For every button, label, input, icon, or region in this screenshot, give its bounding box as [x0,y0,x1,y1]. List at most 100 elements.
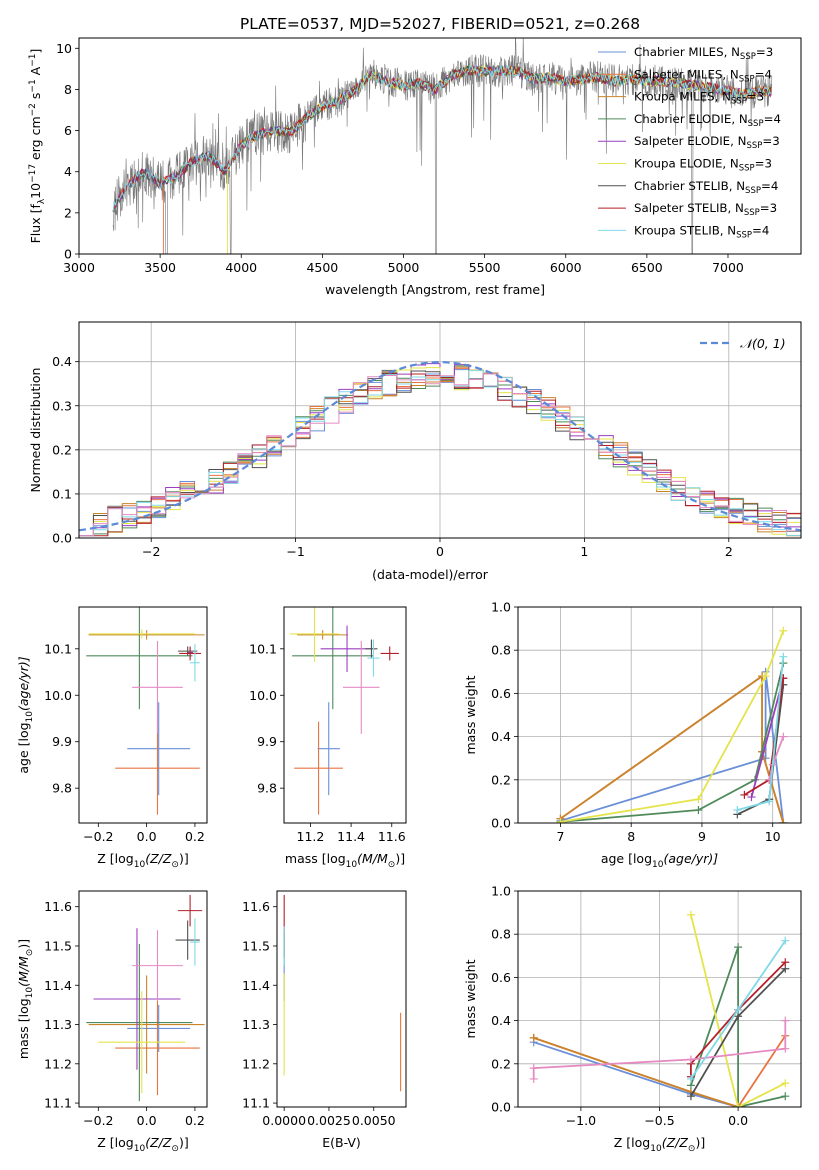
x-tick-label: 3500 [144,260,176,275]
legend-entry: Chabrier ELODIE, NSSP=4 [634,112,781,129]
x-tick-label: 5500 [469,260,501,275]
errorbar-point-7 [179,646,201,661]
y-tick-label: 2 [64,205,72,220]
spectrum-axes: 3000 3500 4000 4500 5000 5500 6000 6500 7000 0 2 4 6… [28,37,802,297]
errorbar-points [283,894,402,1092]
y-tick-label: 0.0 [52,531,72,546]
mass-vs-z-axes: −0.2 0.0 0.2 11.1 11.2 11.3 11.4 11.5 11.6 Z [log… [16,890,208,1154]
histogram-series-5 [79,367,801,538]
errorbar-point-6 [178,646,198,656]
y-tick-label: 11.5 [44,938,72,953]
errorbar-point-6 [175,920,200,960]
y-tick-label: 10 [56,41,72,56]
x-tick-label: 6500 [631,260,663,275]
weight-marker [781,1079,790,1088]
y-axis-label: age [log10(age/yr)] [16,656,35,773]
x-axis-label: Z [log10(Z/Z⊙)] [97,851,188,870]
weight-marker [781,936,790,945]
errorbar-point-8 [342,640,380,734]
errorbar-point-9 [190,918,200,966]
y-tick-label: 0.8 [491,927,511,942]
weight-marker [779,652,788,661]
axes-frame [78,37,802,255]
x-tick-label: 7 [556,829,564,844]
errorbar-point-7 [178,894,203,927]
errorbar-points [86,894,205,1102]
legend-entry: Salpeter STELIB, NSSP=3 [634,201,777,218]
axes-frame [283,606,407,824]
errorbar-point-2 [88,975,205,1074]
x-axis-label: E(B-V) [322,1135,361,1150]
axes-frame [517,606,802,824]
x-axis-label: Z [log10(Z/Z⊙)] [614,1135,705,1154]
errorbar-point-4 [93,928,181,1070]
errorbar-points [86,607,205,815]
errorbar-point-3 [86,607,193,710]
x-tick-label: −0.5 [644,1113,674,1128]
x-tick-label: 11.4 [337,829,365,844]
y-tick-label: 10.0 [249,688,277,703]
y-tick-label: 11.5 [242,938,270,953]
weight-marker [781,958,790,967]
y-tick-label: 10.1 [249,641,277,656]
y-tick-label: 11.1 [44,1096,72,1111]
model-line-8 [112,64,772,212]
y-tick-label: 6 [64,123,72,138]
weight-marker [686,1092,695,1101]
x-axis-label: mass [log10(M/M⊙)] [285,851,405,870]
weight-series-3 [690,946,786,1107]
errorbar-point-9 [190,644,200,682]
weight-marker [686,1055,695,1064]
y-tick-label: 9.8 [52,781,72,796]
residuals-axes: −2 −1 0 1 2 0.0 0.1 0.2 0.3 0.4 (data-model)/error… [28,321,802,582]
y-tick-label: 0.2 [491,1056,511,1071]
axes-frame [78,321,802,539]
y-tick-label: 0.2 [52,442,72,457]
weight-marker [761,672,770,681]
weight-marker [733,806,742,815]
weight-series-4 [750,678,785,798]
y-tick-label: 0.4 [491,729,511,744]
x-axis-label: age [log10(age/yr)] [601,851,718,870]
y-tick-label: 11.4 [44,978,72,993]
errorbar-point-0 [127,1004,191,1053]
weight-series-1 [559,674,785,823]
x-tick-label: 3000 [63,260,95,275]
legend-entry: Kroupa ELODIE, NSSP=3 [634,157,772,174]
x-tick-label: 4000 [225,260,257,275]
x-tick-label: 11.6 [378,829,406,844]
weight-vs-z-axes: −1.0 −0.5 0.0 0.0 0.2 0.4 0.6 0.8 1.0 Z [log10(Z/… [463,884,802,1154]
y-tick-label: 0.0 [491,1100,511,1115]
y-tick-label: 0.3 [52,398,72,413]
weight-marker [765,797,774,806]
weight-marker [686,1074,695,1083]
errorbar-point-5 [290,607,339,662]
legend-entry: Salpeter ELODIE, NSSP=3 [634,134,780,151]
legend-entry: Salpeter MILES, NSSP=4 [634,67,772,84]
y-tick-label: 0.1 [52,486,72,501]
weight-marker [686,910,695,919]
histogram-lines [79,360,801,538]
errorbar-point-0 [317,702,340,796]
weight-series-6 [690,961,786,1077]
axes-frame [517,890,802,1108]
y-tick-label: 11.3 [44,1017,72,1032]
x-tick-label: 0.0 [137,1113,157,1128]
x-tick-label: 0.2 [185,829,205,844]
x-tick-label: 1 [580,544,588,559]
weight-marker [747,793,756,802]
axes-frame [78,606,208,824]
legend-entry: Kroupa MILES, NSSP=3 [634,90,764,107]
weight-marker [779,819,788,823]
age-vs-z-axes: −0.2 0.0 0.2 9.8 9.9 10.0 10.1 Z [log10(Z/Z⊙)] a… [16,606,208,870]
weight-vs-age-axes: 7 8 9 10 0.0 0.2 0.4 0.6 0.8 1.0 age [log10(age/yr… [463,600,802,870]
x-tick-label: 0.0000 [262,1113,306,1128]
errorbar-point-5 [98,991,186,1094]
y-tick-label: 0.4 [52,354,72,369]
errorbar-point-4 [320,625,374,673]
axes-frame [276,890,407,1108]
x-tick-label: 0.0050 [352,1113,396,1128]
legend-entry: 𝒩(0, 1) [740,336,786,351]
weight-lines [556,626,788,823]
